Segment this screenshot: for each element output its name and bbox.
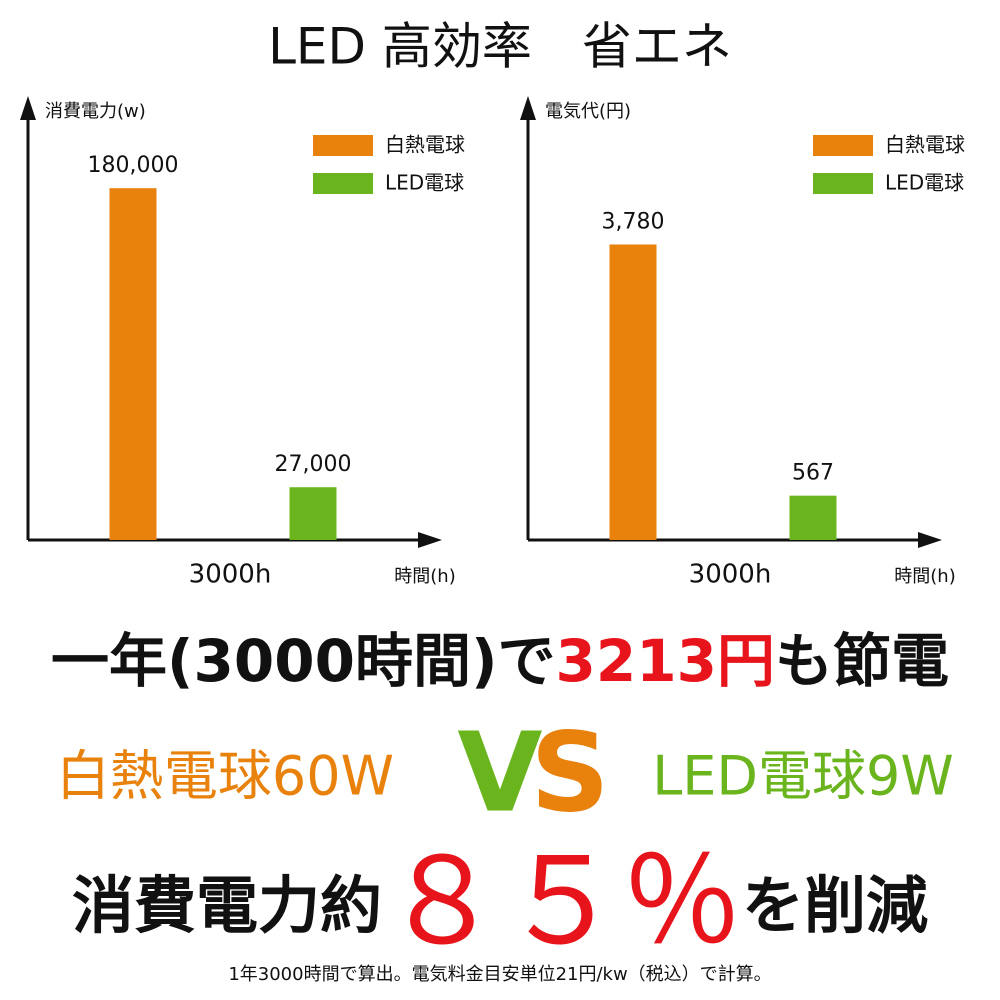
y-axis-label: 消費電力(w): [45, 101, 146, 122]
bar: [289, 487, 337, 540]
legend-label: 白熱電球: [885, 133, 965, 157]
reduction-line: 消費電力約８５％を削減: [72, 833, 928, 972]
y-axis-arrow: [20, 96, 36, 120]
y-axis-label: 電気代(円): [545, 101, 631, 122]
value-label: 3,780: [602, 209, 665, 234]
x-axis-arrow: [418, 532, 442, 548]
reduction-before: 消費電力約: [72, 869, 382, 942]
bar: [109, 188, 157, 540]
x-axis-label: 時間(h): [894, 566, 955, 587]
saving-line: 一年(3000時間)で3213円も節電: [51, 627, 949, 695]
x-tick-label: 3000h: [689, 560, 772, 590]
reduction-amount: ８５％: [382, 833, 742, 972]
title: LED 高効率 省エネ: [268, 18, 732, 76]
comparison-left: 白熱電球60W: [56, 745, 394, 808]
legend-swatch: [813, 135, 873, 156]
saving-before: 一年(3000時間)で: [51, 627, 555, 695]
legend-swatch: [313, 173, 373, 194]
comparison-v: V: [457, 708, 542, 836]
bar: [789, 495, 837, 540]
value-label: 180,000: [88, 153, 179, 178]
value-label: 27,000: [275, 452, 352, 477]
saving-amount: 3213円: [556, 627, 775, 695]
comparison-s: S: [530, 708, 609, 836]
legend-swatch: [313, 135, 373, 156]
legend-label: LED電球: [385, 171, 464, 195]
footnote: 1年3000時間で算出。電気料金目安単位21円/kw（税込）で計算。: [228, 964, 771, 985]
bar: [609, 244, 657, 541]
reduction-after: を削減: [742, 869, 928, 942]
y-axis-arrow: [520, 96, 536, 120]
legend-label: 白熱電球: [385, 133, 465, 157]
x-tick-label: 3000h: [189, 560, 272, 590]
value-label: 567: [792, 461, 834, 486]
saving-after: も節電: [775, 627, 949, 695]
legend-swatch: [813, 173, 873, 194]
x-axis-label: 時間(h): [394, 566, 455, 587]
legend-label: LED電球: [885, 171, 964, 195]
comparison-right: LED電球9W: [652, 745, 954, 808]
x-axis-arrow: [918, 532, 942, 548]
